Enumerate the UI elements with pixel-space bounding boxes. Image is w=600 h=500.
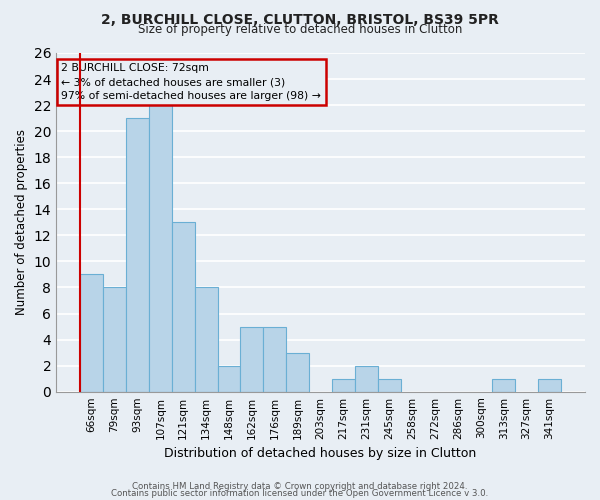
Bar	[332, 378, 355, 392]
Bar	[80, 274, 103, 392]
Y-axis label: Number of detached properties: Number of detached properties	[15, 130, 28, 316]
Bar	[263, 326, 286, 392]
Bar	[194, 288, 218, 392]
Bar	[538, 378, 561, 392]
Text: 2 BURCHILL CLOSE: 72sqm
← 3% of detached houses are smaller (3)
97% of semi-deta: 2 BURCHILL CLOSE: 72sqm ← 3% of detached…	[61, 63, 322, 101]
Bar	[172, 222, 194, 392]
Bar	[355, 366, 378, 392]
Text: Contains public sector information licensed under the Open Government Licence v : Contains public sector information licen…	[112, 490, 488, 498]
Text: Contains HM Land Registry data © Crown copyright and database right 2024.: Contains HM Land Registry data © Crown c…	[132, 482, 468, 491]
Bar	[126, 118, 149, 392]
Text: Size of property relative to detached houses in Clutton: Size of property relative to detached ho…	[138, 22, 462, 36]
Bar	[149, 105, 172, 392]
Bar	[103, 288, 126, 392]
Text: 2, BURCHILL CLOSE, CLUTTON, BRISTOL, BS39 5PR: 2, BURCHILL CLOSE, CLUTTON, BRISTOL, BS3…	[101, 12, 499, 26]
X-axis label: Distribution of detached houses by size in Clutton: Distribution of detached houses by size …	[164, 447, 477, 460]
Bar	[492, 378, 515, 392]
Bar	[286, 352, 309, 392]
Bar	[378, 378, 401, 392]
Bar	[218, 366, 241, 392]
Bar	[241, 326, 263, 392]
